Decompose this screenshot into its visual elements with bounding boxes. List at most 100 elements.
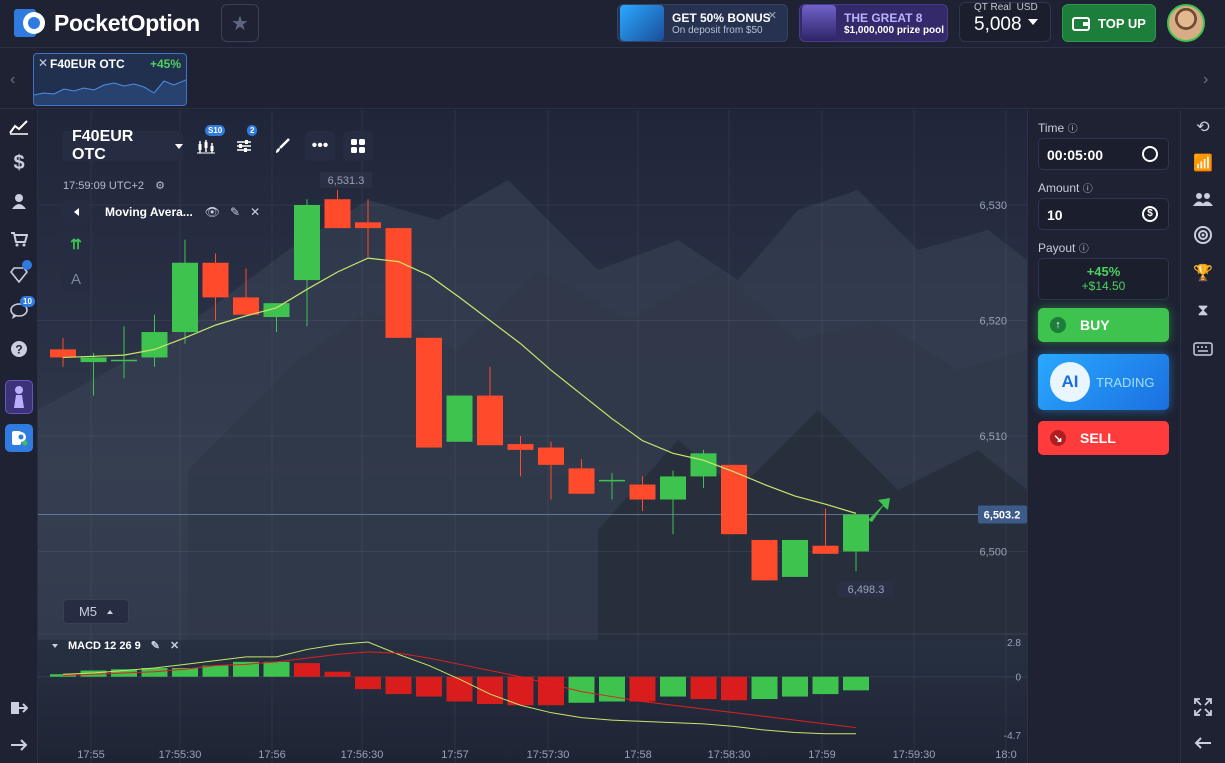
cart-icon[interactable] — [6, 226, 32, 252]
drawing-tools-button[interactable] — [267, 131, 297, 161]
text-tool-button[interactable]: A — [62, 266, 90, 292]
gear-icon[interactable]: ⚙ — [155, 180, 165, 192]
low-tag-bg — [838, 581, 894, 598]
dollar-icon[interactable]: $ — [13, 151, 25, 174]
more-options-button[interactable]: ••• — [305, 131, 335, 161]
high-price-label: 6,531.3 — [328, 175, 365, 187]
target-icon[interactable] — [1192, 224, 1214, 246]
candle-body — [721, 464, 747, 535]
macd-histogram-bar — [599, 676, 625, 702]
candle-body — [690, 453, 717, 477]
macd-histogram-bar — [507, 676, 534, 706]
asset-selector[interactable]: F40EUR OTC — [62, 128, 183, 163]
candle-body — [111, 359, 137, 362]
letter-a-icon: A — [70, 270, 81, 288]
macd-histogram-bar — [629, 676, 656, 702]
amount-input[interactable]: 10 $ — [1038, 198, 1169, 230]
help-icon[interactable]: ? — [6, 336, 32, 362]
chevron-right-icon[interactable]: › — [1203, 71, 1209, 88]
logout-icon[interactable] — [6, 695, 32, 721]
info-icon[interactable]: ⓘ — [1082, 184, 1093, 195]
bonus-promo-banner[interactable]: GET 50% BONUS On deposit from $50 ✕ — [617, 4, 788, 42]
collapse-arrow-icon[interactable] — [1192, 732, 1214, 754]
eye-icon[interactable]: 👁 — [204, 205, 221, 219]
timeframe-selector[interactable]: M5 — [63, 599, 129, 624]
price-axis-label: 6,510 — [979, 431, 1007, 443]
time-axis-label: 17:58 — [624, 749, 652, 761]
trading-chart-icon[interactable] — [6, 114, 32, 140]
time-axis-label: 18:0 — [995, 749, 1016, 761]
time-axis-label: 17:56:30 — [341, 749, 384, 761]
collapse-indicators-button[interactable] — [62, 200, 90, 224]
time-axis-label: 17:59 — [808, 749, 836, 761]
caret-down-icon[interactable] — [52, 643, 58, 648]
hourglass-icon[interactable]: ⧗ — [1197, 302, 1209, 319]
macd-histogram-bar — [324, 671, 351, 677]
close-icon[interactable]: ✕ — [38, 56, 49, 70]
signal-icon[interactable]: 📶 — [1193, 155, 1213, 172]
trophy-icon[interactable]: 🏆 — [1193, 265, 1213, 282]
close-icon[interactable]: ✕ — [169, 640, 180, 652]
asset-sparkline — [34, 79, 186, 105]
tournament-promo-banner[interactable]: THE GREAT 8 $1,000,000 prize pool — [799, 4, 948, 42]
fullscreen-icon[interactable] — [1192, 696, 1214, 718]
payout-box: +45% +$14.50 — [1038, 258, 1169, 300]
info-icon[interactable]: ⓘ — [1067, 124, 1078, 135]
favorites-star-button[interactable]: ★ — [221, 4, 259, 42]
expand-arrow-icon[interactable] — [6, 732, 32, 758]
macd-histogram-bar — [812, 676, 839, 695]
sell-button[interactable]: ↘ SELL — [1038, 421, 1169, 455]
chat-icon[interactable]: 10 — [6, 296, 35, 324]
close-icon[interactable]: ✕ — [767, 10, 777, 22]
info-icon[interactable]: ⓘ — [1078, 244, 1089, 255]
ai-trading-button[interactable]: AI TRADING — [1038, 354, 1169, 410]
diamond-icon[interactable] — [6, 260, 32, 288]
amount-value: 10 — [1047, 207, 1063, 223]
time-input[interactable]: 00:05:00 — [1038, 138, 1169, 170]
chart-type-button[interactable]: S10 — [191, 125, 226, 161]
chart-area[interactable]: 6,530 6,520 6,510 6,500 6,531.3 6,498.3 6,503.… — [38, 110, 1027, 763]
pencil-icon[interactable]: ✎ — [150, 640, 160, 652]
buy-button[interactable]: ↑ BUY — [1038, 308, 1169, 342]
asset-tab-payout: +45% — [149, 57, 181, 71]
social-trading-icon[interactable] — [1192, 188, 1214, 210]
user-icon[interactable] — [6, 188, 32, 214]
candlestick-chart[interactable]: 6,530 6,520 6,510 6,500 6,531.3 6,498.3 6,503.… — [38, 110, 1027, 763]
close-icon[interactable]: ✕ — [250, 205, 261, 219]
trend-up-arrow-icon — [868, 498, 890, 522]
candle-body — [843, 514, 869, 552]
top-bar: PocketOption ★ GET 50% BONUS On deposit … — [0, 0, 1225, 48]
low-price-tag: 6,498.3 — [838, 581, 894, 598]
history-icon[interactable]: ⟲ — [1196, 119, 1210, 136]
user-avatar[interactable] — [1167, 4, 1205, 42]
chevron-left-icon[interactable]: ‹ — [10, 71, 16, 88]
keyboard-icon[interactable] — [1192, 338, 1214, 360]
sell-label: SELL — [1080, 430, 1116, 446]
pencil-icon[interactable]: ✎ — [230, 205, 241, 219]
current-price-bg — [978, 505, 1027, 524]
tournament-figure-icon[interactable] — [5, 380, 33, 414]
account-selector[interactable]: QT Real USD 5,008 — [959, 2, 1051, 42]
trend-arrows-button[interactable]: ⇈ — [62, 231, 90, 257]
logo[interactable]: PocketOption — [14, 9, 200, 37]
asset-tab-f40eur[interactable]: ✕ F40EUR OTC +45% — [33, 53, 187, 106]
macd-header: MACD 12 26 9 ✎ ✕ — [52, 639, 179, 652]
candle-body — [263, 303, 290, 318]
macd-histogram-bar — [538, 676, 564, 706]
candle-body — [202, 262, 229, 298]
price-axis-label: 6,500 — [979, 547, 1007, 559]
top-up-label: TOP UP — [1098, 15, 1146, 31]
time-axis-label: 17:55 — [77, 749, 105, 761]
top-up-button[interactable]: TOP UP — [1062, 4, 1156, 42]
candle-body — [568, 468, 595, 494]
clock-icon[interactable] — [1142, 146, 1158, 162]
time-axis-label: 17:57:30 — [527, 749, 570, 761]
dollar-circle-icon[interactable]: $ — [1142, 206, 1158, 222]
macd-histogram-bar — [263, 661, 290, 677]
layout-grid-button[interactable] — [343, 131, 373, 161]
pocket-app-icon[interactable] — [5, 424, 33, 452]
macd-signal-line — [62, 651, 857, 729]
indicators-button[interactable]: 2 — [229, 125, 259, 161]
time-axis-label: 17:57 — [441, 749, 469, 761]
candle-body — [385, 228, 412, 338]
